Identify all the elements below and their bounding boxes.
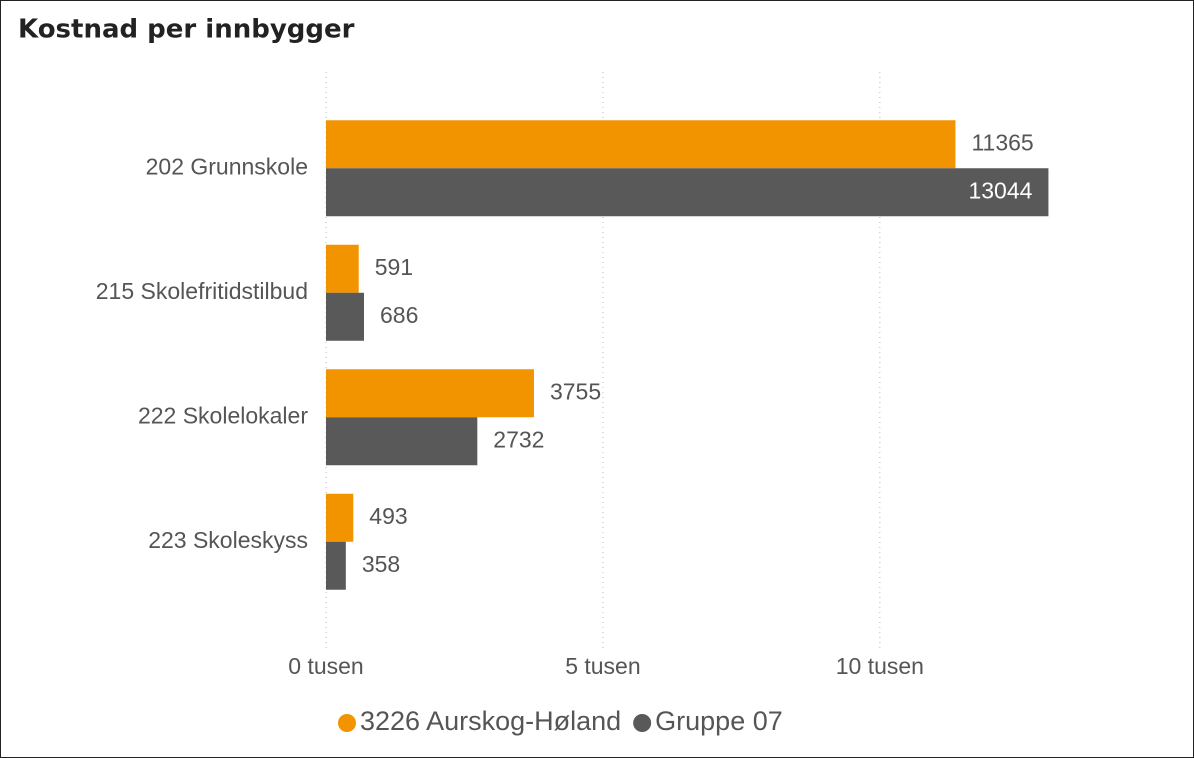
value-label: 493 xyxy=(369,503,407,529)
value-label: 3755 xyxy=(550,378,601,404)
bar xyxy=(326,292,364,341)
value-label: 591 xyxy=(375,254,413,280)
x-tick-label: 10 tusen xyxy=(836,653,924,679)
legend-label: 3226 Aurskog-Høland xyxy=(360,706,621,736)
bar xyxy=(326,120,956,169)
chart-title: Kostnad per innbygger xyxy=(18,15,355,45)
y-tick-label: 222 Skolelokaler xyxy=(138,402,308,428)
y-tick-label: 223 Skoleskyss xyxy=(148,527,308,553)
x-tick-label: 5 tusen xyxy=(565,653,640,679)
bar xyxy=(326,493,354,542)
legend-marker xyxy=(633,714,652,732)
bar xyxy=(326,541,346,590)
bar xyxy=(326,417,478,466)
value-label: 13044 xyxy=(968,177,1032,203)
legend-marker xyxy=(338,714,356,732)
value-label: 686 xyxy=(380,302,418,328)
value-label: 2732 xyxy=(493,426,544,452)
bar xyxy=(326,244,359,293)
bar xyxy=(326,369,534,418)
y-tick-label: 202 Grunnskole xyxy=(146,153,308,179)
x-tick-label: 0 tusen xyxy=(288,653,363,679)
value-label: 11365 xyxy=(971,129,1033,155)
y-tick-label: 215 Skolefritidstilbud xyxy=(96,278,308,304)
value-label: 358 xyxy=(362,551,400,577)
legend-label: Gruppe 07 xyxy=(655,706,783,736)
bar xyxy=(326,168,1049,217)
